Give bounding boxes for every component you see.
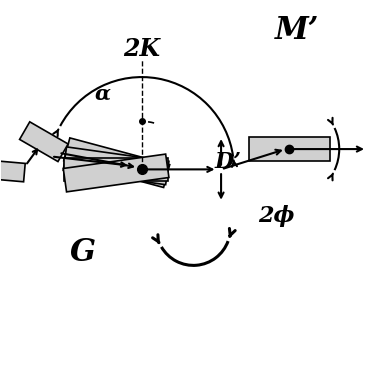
Text: D’: D’ (215, 151, 242, 173)
Polygon shape (63, 147, 169, 185)
Text: 2ϕ: 2ϕ (258, 205, 295, 227)
Polygon shape (64, 138, 170, 187)
Polygon shape (0, 161, 25, 182)
Polygon shape (249, 137, 330, 161)
Text: α: α (95, 84, 111, 104)
Polygon shape (64, 158, 167, 181)
Text: G: G (70, 237, 96, 268)
Polygon shape (63, 154, 169, 192)
Text: M’: M’ (275, 15, 319, 46)
Text: 2K: 2K (123, 38, 160, 61)
Polygon shape (20, 122, 68, 161)
